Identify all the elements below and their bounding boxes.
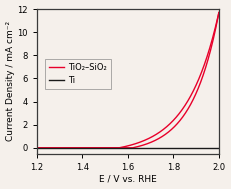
Ti <box>146 147 149 149</box>
TiO₂–SiO₂ <box>141 140 144 142</box>
Legend: TiO₂–SiO₂, Ti: TiO₂–SiO₂, Ti <box>45 59 111 89</box>
Ti <box>152 147 154 149</box>
TiO₂–SiO₂ <box>36 147 38 149</box>
TiO₂–SiO₂ <box>146 138 149 140</box>
Ti <box>192 147 195 149</box>
TiO₂–SiO₂ <box>152 135 154 137</box>
TiO₂–SiO₂ <box>192 89 195 91</box>
Ti <box>173 147 176 149</box>
Line: TiO₂–SiO₂: TiO₂–SiO₂ <box>37 12 219 148</box>
TiO₂–SiO₂ <box>47 147 49 149</box>
X-axis label: E / V vs. RHE: E / V vs. RHE <box>99 174 157 184</box>
Ti <box>47 147 49 149</box>
Ti <box>141 147 144 149</box>
TiO₂–SiO₂ <box>218 11 220 14</box>
Y-axis label: Current Density / mA cm⁻²: Current Density / mA cm⁻² <box>6 21 15 141</box>
Ti <box>36 147 38 149</box>
Ti <box>218 147 220 149</box>
TiO₂–SiO₂ <box>173 118 176 120</box>
